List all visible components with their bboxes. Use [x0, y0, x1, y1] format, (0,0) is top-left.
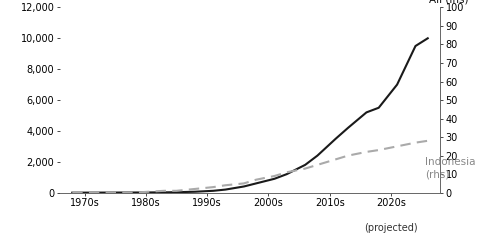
Text: Indonesia
(rhs): Indonesia (rhs)	[425, 157, 476, 179]
Text: (projected): (projected)	[364, 223, 418, 233]
Text: All (lhs): All (lhs)	[430, 0, 469, 4]
